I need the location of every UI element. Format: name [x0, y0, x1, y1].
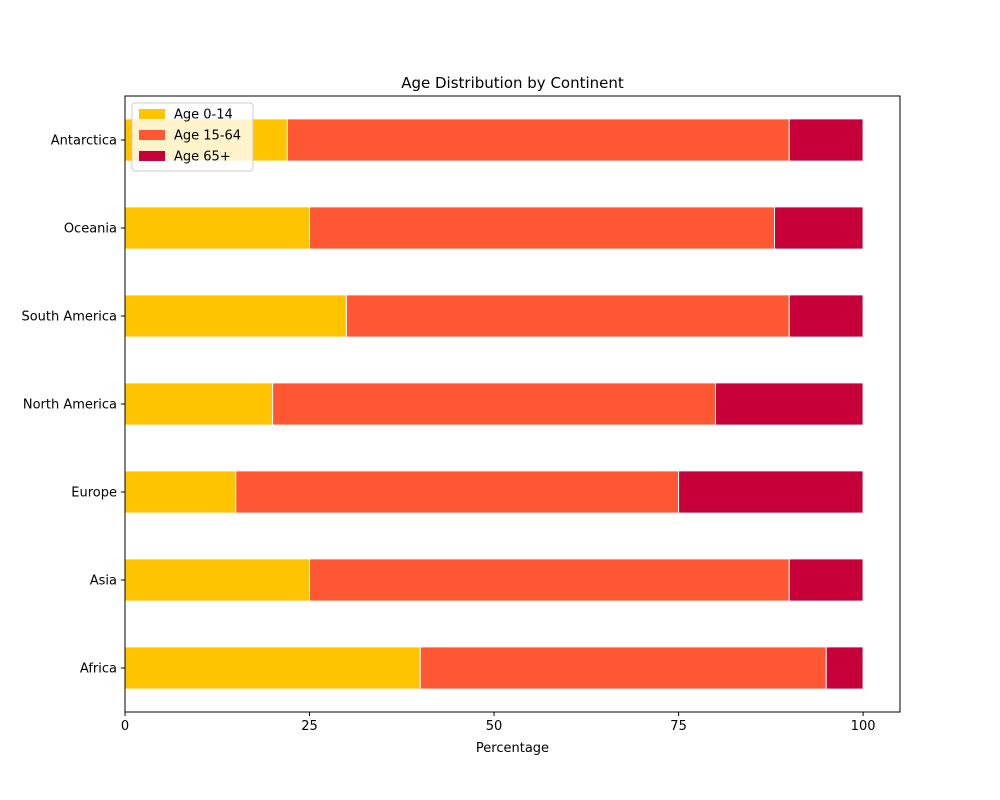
legend: Age 0-14 Age 15-64 Age 65+ — [131, 102, 254, 172]
bar-antarctica-series-1 — [286, 118, 790, 162]
legend-swatch — [139, 151, 165, 161]
bar-europe-series-0 — [124, 470, 237, 514]
bar-asia-series-2 — [788, 558, 864, 602]
y-tick-label: Oceania — [64, 222, 117, 237]
legend-label: Age 15-64 — [174, 129, 241, 144]
bar-south-america-series-1 — [345, 294, 790, 338]
bar-oceania-series-2 — [774, 206, 864, 250]
bar-north-america-series-0 — [124, 382, 274, 426]
x-tick-label: 75 — [670, 719, 687, 734]
y-tick-label: North America — [23, 398, 117, 413]
y-tick-label: Antarctica — [51, 134, 117, 149]
bar-north-america-series-2 — [714, 382, 864, 426]
legend-swatch — [139, 109, 165, 119]
bar-south-america-series-0 — [124, 294, 347, 338]
bar-oceania-series-0 — [124, 206, 311, 250]
x-tick-label: 0 — [121, 719, 129, 734]
bar-asia-series-0 — [124, 558, 311, 602]
x-tick-label: 50 — [486, 719, 503, 734]
y-tick-label: Europe — [71, 486, 117, 501]
bar-africa-series-2 — [825, 646, 864, 690]
y-tick-label: South America — [21, 310, 117, 325]
x-axis: 0 25 50 75 100 — [121, 712, 876, 734]
bar-asia-series-1 — [309, 558, 790, 602]
legend-label: Age 0-14 — [174, 108, 233, 123]
x-tick-label: 25 — [301, 719, 318, 734]
legend-swatch — [139, 130, 165, 140]
bar-antarctica-series-2 — [788, 118, 864, 162]
bar-north-america-series-1 — [272, 382, 716, 426]
y-tick-label: Asia — [90, 574, 117, 589]
legend-label: Age 65+ — [174, 150, 231, 165]
bar-africa-series-0 — [124, 646, 421, 690]
y-axis: Africa Asia Europe North America South Ameri… — [21, 134, 125, 677]
y-tick-label: Africa — [80, 662, 117, 677]
bars-layer — [124, 118, 864, 690]
bar-oceania-series-1 — [309, 206, 776, 250]
x-axis-title: Percentage — [476, 741, 549, 756]
x-tick-label: 100 — [851, 719, 876, 734]
bar-africa-series-1 — [419, 646, 827, 690]
chart-title: Age Distribution by Continent — [401, 74, 624, 92]
bar-europe-series-1 — [235, 470, 680, 514]
bar-south-america-series-2 — [788, 294, 864, 338]
bar-europe-series-2 — [678, 470, 864, 514]
